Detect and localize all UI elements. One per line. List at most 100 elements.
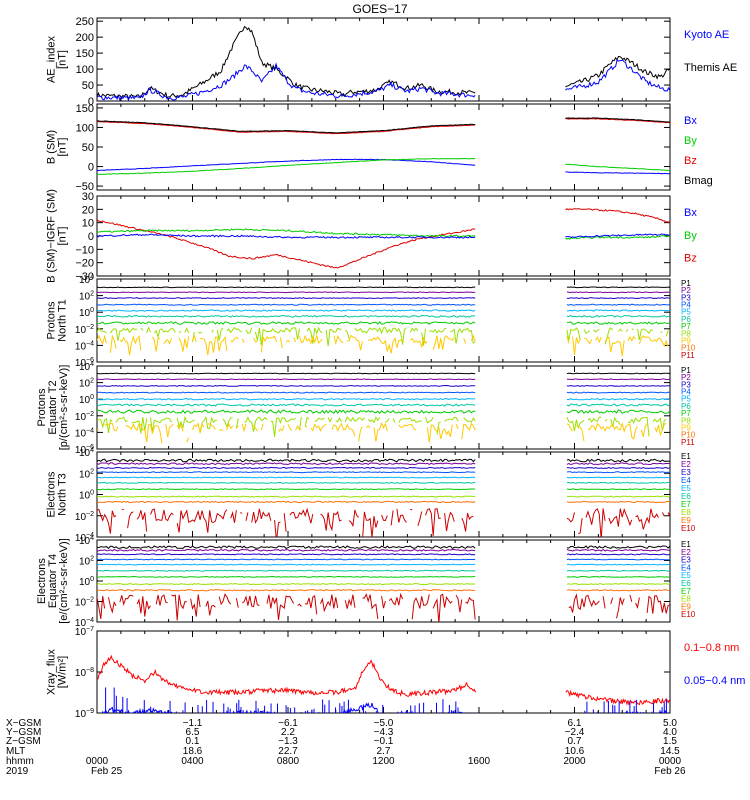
ephem-value: −6.1	[278, 718, 298, 729]
digrf-series-by	[565, 234, 670, 240]
pe-series-p9	[235, 425, 239, 429]
ee-series-e10	[320, 594, 339, 613]
pe-series-p8	[463, 417, 476, 423]
pn-series-p8	[97, 327, 107, 334]
ee-ylabel: [e/(cm²-s-sr-keV)]	[58, 538, 70, 624]
pe-legend-p6: P6	[681, 402, 691, 411]
en-legend-e6: E6	[681, 492, 691, 501]
ee-series-e10	[432, 593, 453, 622]
pn-ylabel: Protons	[46, 301, 58, 339]
pn-series-p9	[192, 334, 197, 343]
en-ytick-label: 10−2	[75, 511, 94, 523]
pe-series-p4	[566, 391, 670, 394]
en-series-e8	[566, 495, 670, 498]
pn-series-p7	[566, 321, 670, 325]
xray-frame	[96, 630, 671, 714]
en-series-e1	[566, 458, 670, 463]
pn-legend-p9: P9	[681, 336, 691, 345]
pn-series-p9	[463, 337, 467, 344]
digrf-series-bx	[565, 233, 670, 238]
pn-series-p9	[566, 335, 570, 344]
pe-series-p8	[425, 417, 434, 424]
pe-series-p8	[444, 416, 459, 422]
en-series-e10	[381, 514, 388, 522]
xray-legend-0-05-0-4-nm: 0.05−0.4 nm	[684, 675, 745, 687]
bsm-legend-by: By	[684, 135, 697, 147]
ae-ylabel: AE_index	[46, 35, 58, 83]
en-series-e4	[97, 471, 476, 474]
digrf-series-bz	[97, 219, 476, 269]
pe-series-p9	[165, 423, 174, 438]
pn-series-p9	[119, 334, 142, 356]
ee-legend-e8: E8	[681, 595, 691, 604]
pe-series-p8	[299, 417, 302, 431]
pn-series-p9	[627, 335, 636, 342]
digrf-ytick-label: 30	[82, 191, 94, 203]
xray-series-0-05-0-4-nm	[585, 710, 670, 713]
pe-series-p8	[335, 417, 342, 423]
ephem-value: 4.0	[663, 727, 677, 738]
ephem-value: −5.0	[374, 718, 394, 729]
pe-series-p8	[97, 417, 113, 433]
en-series-e3	[97, 466, 476, 470]
bsm-ytick-label: 150	[76, 103, 94, 115]
pe-series-p8	[314, 417, 325, 422]
pn-legend-p10: P10	[681, 344, 696, 353]
ae-legend-kyoto-ae: Kyoto AE	[684, 29, 729, 41]
pe-legend-p5: P5	[681, 395, 691, 404]
ee-legend-e6: E6	[681, 579, 691, 588]
ae-ytick-label: 150	[76, 48, 94, 60]
pn-series-p9	[347, 334, 363, 351]
bsm-series-bz	[97, 120, 476, 135]
ee-series-e4	[97, 558, 476, 561]
ee-legend-e5: E5	[681, 571, 691, 580]
pn-series-p9	[200, 335, 228, 356]
pe-legend-p1: P1	[681, 366, 691, 375]
bsm-ylabel: [nT]	[57, 138, 69, 157]
pn-series-p9	[109, 334, 117, 353]
en-series-e10	[417, 511, 423, 526]
pn-series-p6	[566, 314, 670, 318]
en-series-e10	[608, 507, 633, 527]
pn-series-p9	[333, 335, 344, 346]
pe-ytick-label: 104	[79, 361, 94, 373]
pn-series-p1	[566, 286, 670, 289]
pn-series-p9	[470, 334, 476, 342]
ee-series-e10	[602, 596, 606, 609]
ephem-value: 0000	[86, 756, 109, 767]
ee-series-e7	[566, 575, 670, 578]
pn-series-p9	[583, 337, 593, 345]
pe-series-p9	[207, 423, 216, 430]
en-series-e10	[240, 512, 243, 514]
en-series-e9	[97, 500, 476, 504]
ee-ytick-label: 100	[79, 576, 94, 588]
pe-series-p8	[176, 416, 195, 430]
bsm-series-by	[565, 163, 670, 172]
en-series-e10	[176, 509, 228, 533]
en-series-e10	[245, 512, 249, 521]
en-series-e10	[274, 520, 281, 537]
en-ytick-label: 104	[79, 447, 94, 459]
ee-series-e10	[218, 593, 232, 606]
en-series-e3	[566, 466, 670, 470]
en-series-e10	[121, 508, 124, 511]
bsm-legend-bz: Bz	[684, 155, 697, 167]
en-ylabel: North T3	[57, 473, 69, 516]
pn-series-p9	[638, 335, 669, 348]
pe-series-p9	[455, 423, 459, 430]
pn-series-p7	[97, 321, 476, 325]
pe-series-p9	[241, 423, 247, 433]
ee-series-e7	[97, 575, 476, 578]
pe-legend-p9: P9	[681, 423, 691, 432]
pn-series-p2	[566, 291, 670, 294]
pe-series-p8	[199, 415, 218, 433]
ephem-value: −1.3	[278, 736, 298, 747]
pe-series-p9	[461, 422, 476, 440]
ephem-value: 10.6	[565, 746, 585, 757]
ephem-value: −1.1	[183, 718, 203, 729]
pe-series-p3	[566, 385, 670, 387]
ephem-value: 0.7	[568, 736, 582, 747]
digrf-ytick-label: −10	[75, 244, 94, 256]
en-series-e7	[566, 488, 670, 491]
en-series-e8	[97, 495, 476, 498]
